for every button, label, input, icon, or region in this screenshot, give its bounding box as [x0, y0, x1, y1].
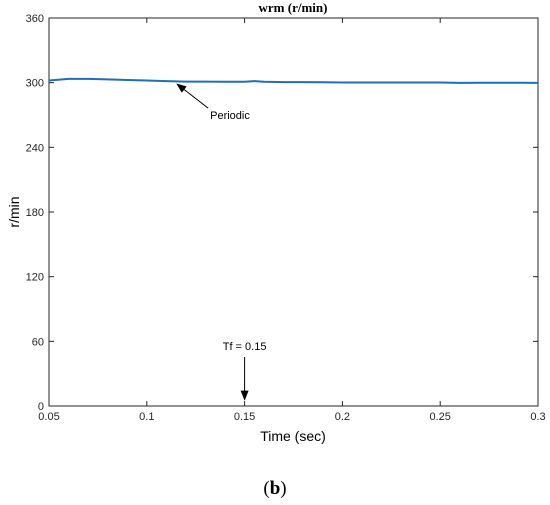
axis-ticks: 0.05 0.1 0.15 0.2 0.25 0.3 0 60 120 180 240 300 360	[26, 13, 546, 423]
chart: 0.05 0.1 0.15 0.2 0.25 0.3060120180240300360 …	[6, 0, 546, 444]
figure-caption: (b)	[0, 478, 550, 500]
x-tick-label: 0.25	[429, 411, 450, 423]
caption-open: (	[263, 478, 270, 499]
tf-label: Tf = 0.15	[223, 341, 267, 353]
x-tick-label: 0.1	[139, 411, 154, 423]
y-tick-label: 60	[32, 336, 44, 348]
y-tick-label: 120	[26, 272, 44, 284]
y-tick-label: 240	[26, 142, 44, 154]
x-tick-label: 0.05	[38, 411, 59, 423]
x-tick-label: 0.2	[335, 411, 350, 423]
annotations: Periodic Tf = 0.15	[176, 83, 267, 401]
series-line	[48, 77, 539, 84]
periodic-arrow	[176, 83, 209, 109]
periodic-label: Periodic	[210, 110, 250, 122]
x-tick-label: 0.15	[234, 411, 255, 423]
caption-close: )	[280, 478, 287, 499]
x-axis-label: Time (sec)	[260, 428, 326, 444]
chart-title: wrm (r/min)	[259, 0, 328, 15]
plot-area	[48, 17, 539, 407]
y-tick-label: 300	[26, 78, 44, 90]
series-group	[48, 77, 539, 84]
y-tick-label: 0	[38, 401, 44, 413]
y-axis-label: r/min	[6, 196, 22, 227]
y-tick-label: 360	[26, 13, 44, 25]
y-tick-label: 180	[26, 207, 44, 219]
caption-letter: b	[269, 478, 281, 499]
x-tick-label: 0.3	[530, 411, 545, 423]
